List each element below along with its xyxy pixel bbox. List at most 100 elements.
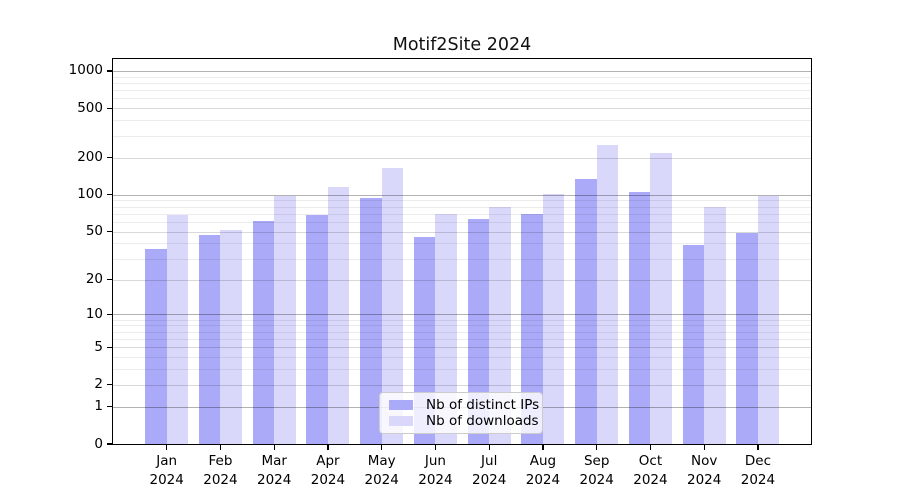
chart-title: Motif2Site 2024 (392, 35, 532, 55)
gridline (113, 206, 811, 208)
y-axis-tick (106, 107, 113, 109)
legend: Nb of distinct IPs Nb of downloads (379, 392, 543, 434)
y-axis-tick-label: 500 (77, 99, 103, 116)
gridline (113, 314, 811, 316)
legend-swatch-distinct-ips (389, 399, 413, 410)
x-axis-tick-label: Jul 2024 (472, 453, 507, 488)
x-axis-tick-label: Oct 2024 (633, 453, 668, 488)
plot-area (113, 59, 811, 444)
bar-may-distinct-ips (360, 198, 382, 444)
x-axis-tick-label: Apr 2024 (310, 453, 346, 488)
x-axis-tick (542, 444, 544, 450)
bar-oct-distinct-ips (628, 192, 651, 444)
y-axis-tick-label: 10 (85, 305, 103, 322)
y-axis-tick-label: 0 (94, 435, 103, 452)
bar-sep-distinct-ips (575, 178, 597, 444)
gridline (113, 108, 811, 110)
x-axis-tick (434, 444, 437, 450)
bar-aug-downloads (542, 194, 565, 444)
x-axis-tick (757, 444, 759, 450)
bar-may-downloads (381, 168, 404, 444)
x-axis-tick-label: Jun 2024 (418, 453, 453, 488)
gridline (113, 231, 811, 233)
y-axis-tick (106, 346, 113, 348)
x-axis-tick-label: Mar 2024 (257, 453, 292, 488)
y-axis-tick-label: 20 (85, 271, 103, 288)
x-axis-tick (327, 444, 329, 450)
bar-dec-downloads (757, 195, 780, 444)
gridline (113, 221, 811, 223)
x-axis-tick-label: Dec 2024 (740, 453, 776, 488)
y-axis-tick-label: 200 (77, 149, 103, 166)
x-axis-tick (596, 444, 598, 450)
gridline (113, 82, 811, 84)
gridline (113, 338, 811, 340)
bar-sep-downloads (596, 144, 619, 444)
bar-apr-downloads (327, 186, 350, 444)
gridline (113, 243, 811, 245)
x-axis-tick-label: Nov 2024 (687, 453, 722, 488)
bar-mar-distinct-ips (252, 221, 275, 444)
y-axis-tick-label: 50 (85, 223, 103, 240)
y-axis-tick (106, 156, 113, 159)
bar-dec-distinct-ips (736, 232, 758, 444)
legend-item-downloads: Nb of downloads (389, 413, 539, 429)
gridline (113, 258, 811, 260)
bar-jan-distinct-ips (145, 248, 167, 444)
gridline (113, 120, 811, 122)
gridline (113, 135, 811, 137)
x-axis-tick-label: May 2024 (364, 453, 399, 488)
gridline (113, 157, 811, 159)
y-axis-tick (106, 231, 113, 233)
gridline (113, 90, 811, 92)
bar-oct-downloads (650, 152, 672, 444)
y-axis-tick-label: 1 (94, 398, 103, 415)
gridline (113, 347, 811, 349)
bar-jun-downloads (435, 213, 457, 444)
legend-label-distinct-ips: Nb of distinct IPs (426, 396, 540, 413)
bar-apr-distinct-ips (306, 214, 328, 444)
gridline (113, 369, 811, 371)
gridline (113, 98, 811, 100)
bar-feb-downloads (220, 229, 242, 444)
x-axis-tick-label: Feb 2024 (203, 453, 238, 488)
bar-nov-distinct-ips (682, 244, 705, 444)
bar-jan-downloads (166, 214, 189, 444)
x-axis-tick (273, 444, 275, 450)
bar-jul-downloads (489, 207, 511, 444)
x-axis-tick (166, 444, 168, 450)
gridline (113, 325, 811, 327)
x-axis-tick-label: Aug 2024 (525, 453, 561, 488)
gridline (113, 384, 811, 386)
y-axis-tick (106, 194, 113, 196)
y-axis-tick (106, 443, 113, 445)
gridline (113, 194, 811, 196)
legend-item-distinct-ips: Nb of distinct IPs (389, 397, 539, 413)
bar-feb-distinct-ips (198, 234, 221, 444)
bar-nov-downloads (704, 207, 726, 444)
x-axis-tick (703, 444, 705, 450)
gridline (113, 279, 811, 281)
x-axis-tick (381, 444, 383, 450)
gridline (113, 76, 811, 78)
y-axis-tick (106, 313, 113, 316)
x-axis-tick-label: Sep 2024 (579, 453, 614, 488)
legend-swatch-downloads (389, 416, 413, 427)
gridline (113, 357, 811, 359)
y-axis-tick (106, 384, 113, 386)
y-axis-tick (106, 405, 113, 408)
y-axis-tick (106, 278, 113, 281)
x-axis-tick (219, 444, 222, 450)
y-axis-tick (106, 70, 113, 72)
x-axis-tick (649, 444, 652, 450)
x-axis-tick (488, 444, 490, 450)
y-axis-tick-label: 2 (94, 376, 103, 393)
gridline (113, 70, 811, 72)
bar-mar-downloads (274, 196, 296, 444)
legend-label-downloads: Nb of downloads (426, 413, 539, 430)
gridline (113, 331, 811, 333)
y-axis-tick-label: 100 (77, 186, 103, 203)
x-axis-tick-label: Jan 2024 (149, 453, 184, 488)
bar-jul-distinct-ips (467, 218, 490, 444)
